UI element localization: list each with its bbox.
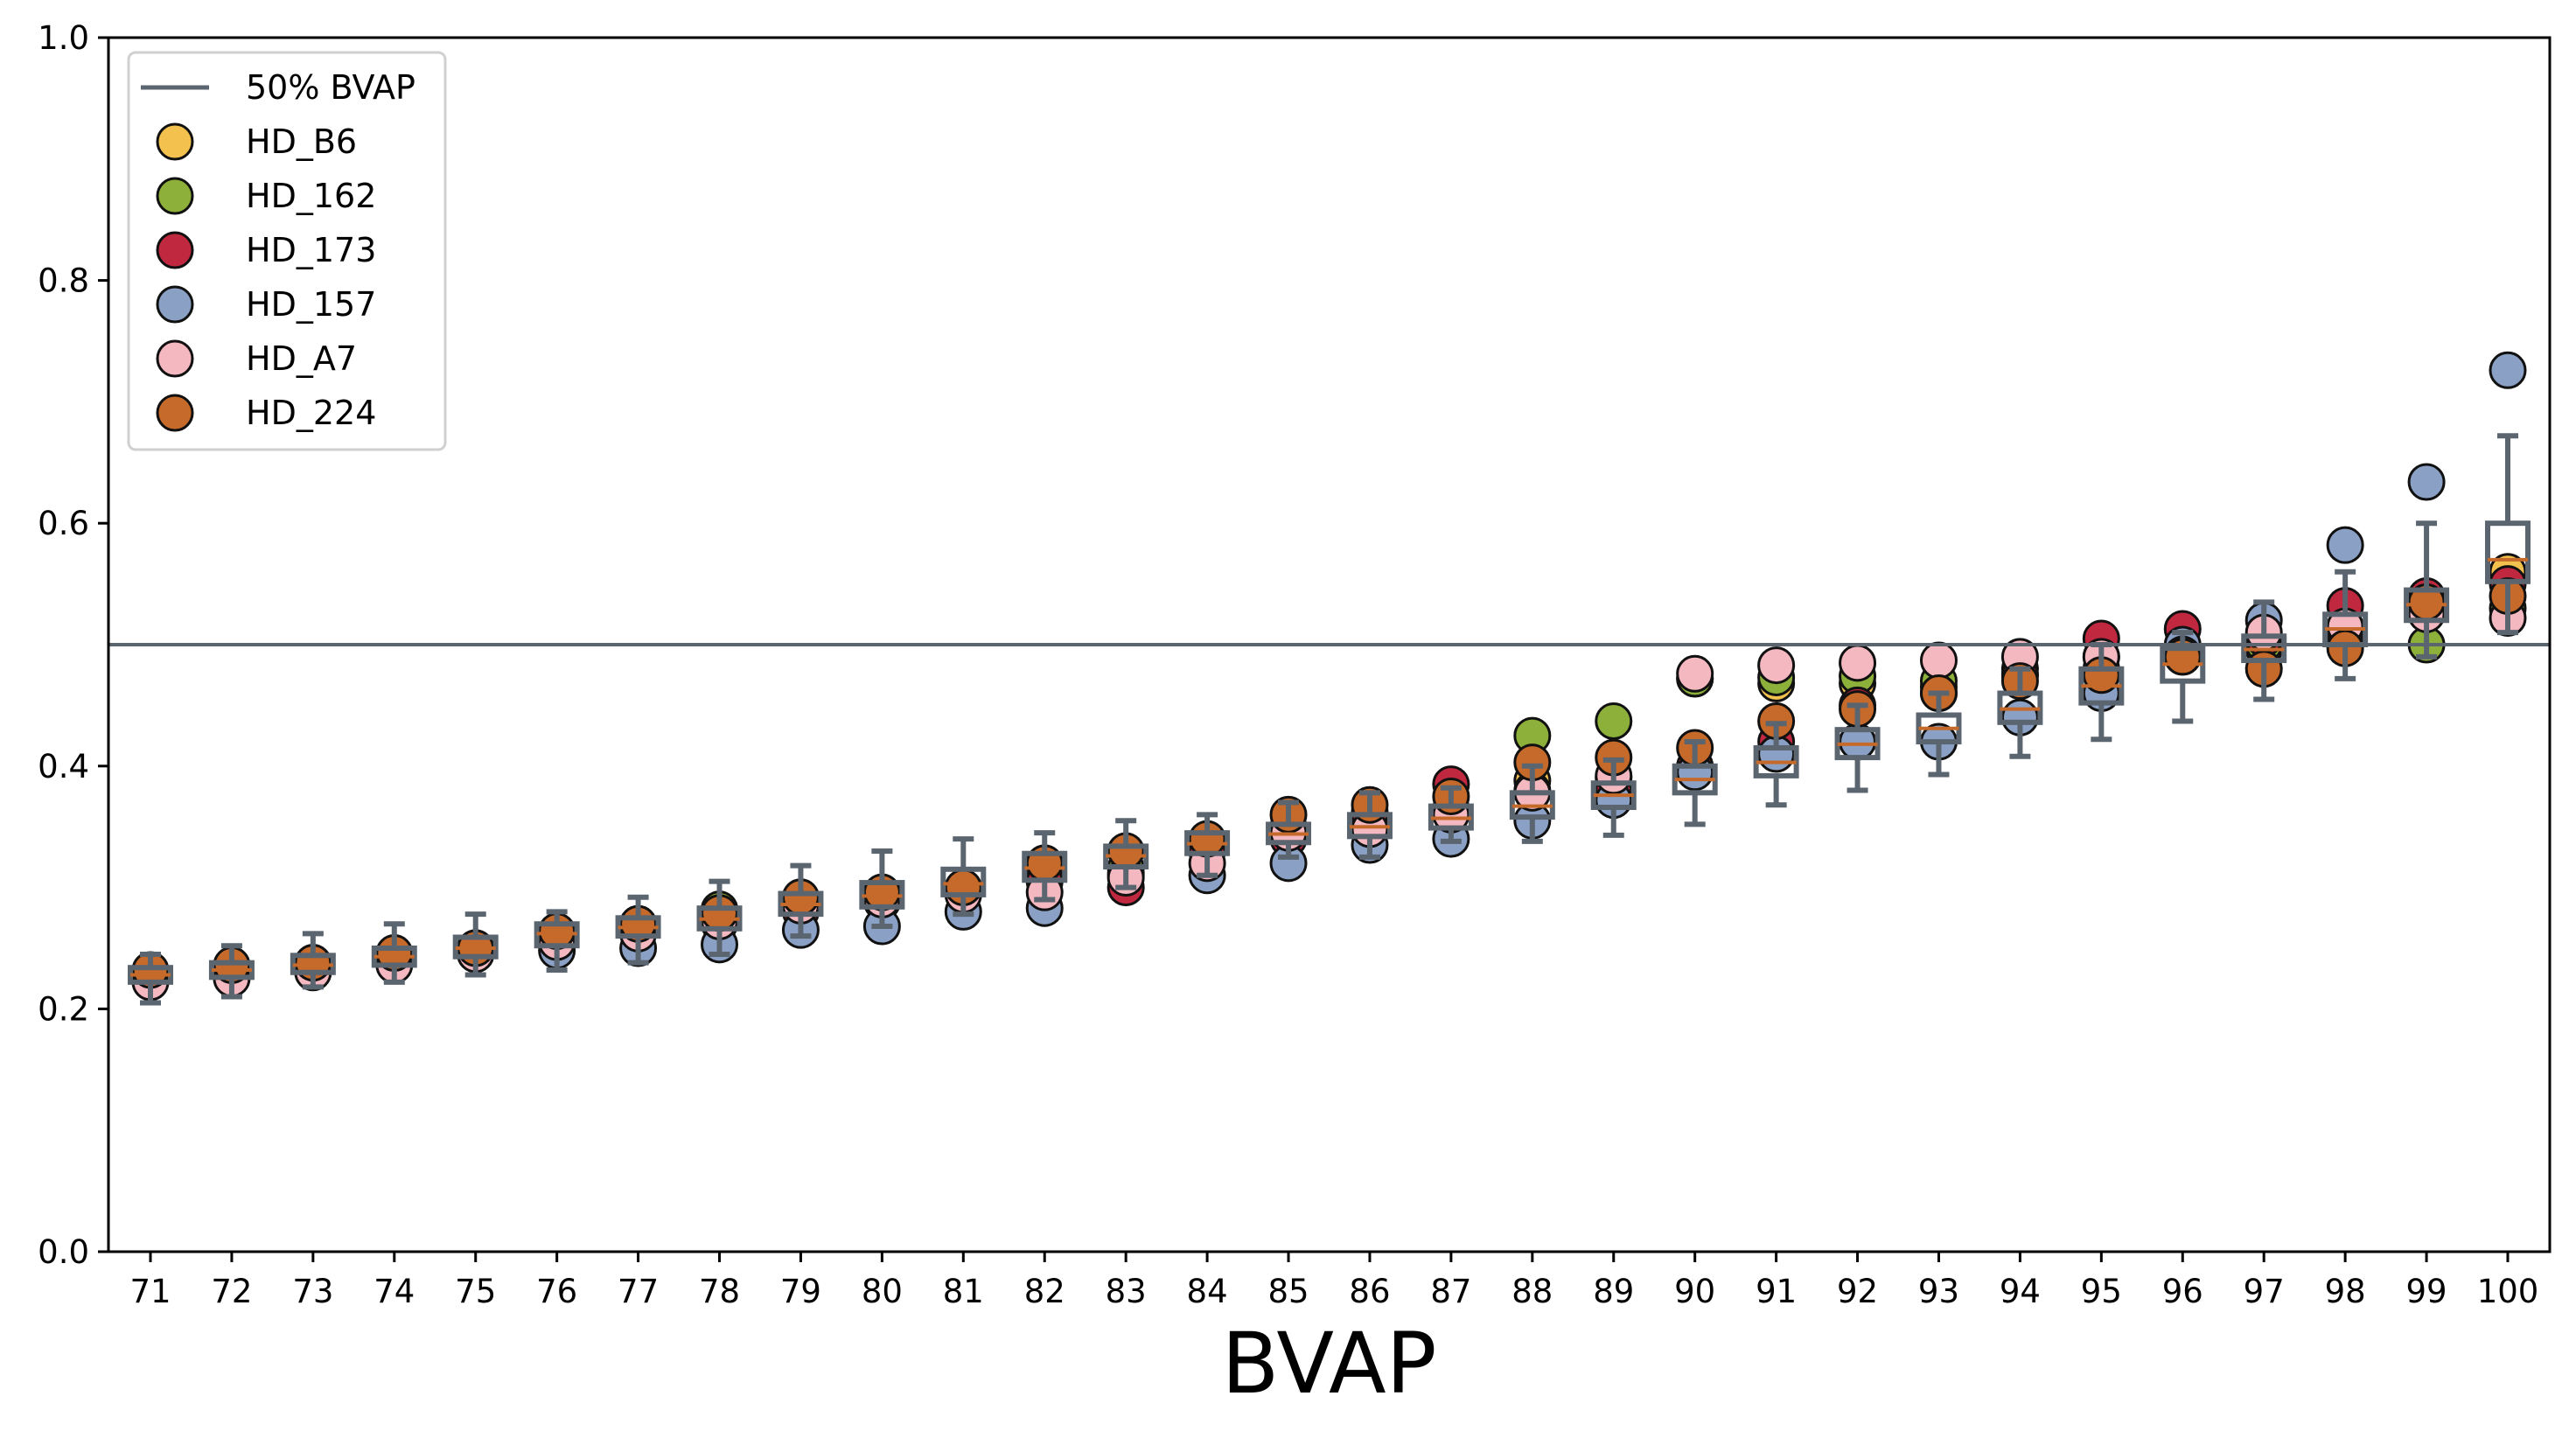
x-tick-label-76: 76 (536, 1273, 577, 1310)
point-hd-a7-92 (1839, 644, 1877, 682)
x-tick-label-89: 89 (1593, 1273, 1634, 1310)
box-81 (940, 866, 987, 897)
x-axis-label: BVAP (1222, 1315, 1437, 1413)
x-tick-label-100: 100 (2477, 1273, 2539, 1310)
x-tick-label-86: 86 (1349, 1273, 1390, 1310)
x-tick-label-95: 95 (2081, 1273, 2122, 1310)
x-tick-label-75: 75 (455, 1273, 496, 1310)
legend-label-reference-line: 50% BVAP (246, 68, 415, 107)
x-tick-label-94: 94 (2000, 1273, 2041, 1310)
x-tick-label-85: 85 (1267, 1273, 1309, 1310)
legend-marker-hd-162 (156, 177, 194, 215)
legend-label-hd-157: HD_157 (246, 285, 376, 324)
x-tick-label-83: 83 (1106, 1273, 1147, 1310)
legend-marker-hd-b6 (156, 122, 194, 161)
legend-label-hd-173: HD_173 (246, 231, 376, 269)
x-tick-label-81: 81 (943, 1273, 984, 1310)
x-tick-label-80: 80 (862, 1273, 903, 1310)
ticks-layer: 0.0 0.2 0.4 0.6 0.8 1.0 71 72 73 74 75 76 77 78 79 80 81… (38, 19, 2538, 1310)
x-tick-label-99: 99 (2406, 1273, 2447, 1310)
point-hd-a7-93 (1919, 641, 1958, 680)
legend-marker-hd-a7 (156, 339, 194, 378)
point-hd-162-89 (1595, 702, 1633, 740)
y-tick-label-0.8: 0.8 (38, 262, 89, 300)
point-hd-a7-91 (1757, 646, 1796, 685)
x-tick-label-79: 79 (780, 1273, 821, 1310)
point-hd-157-98 (2326, 526, 2364, 564)
y-tick-label-0.2: 0.2 (38, 990, 89, 1028)
legend-marker-hd-173 (156, 231, 194, 269)
x-tick-label-96: 96 (2162, 1273, 2203, 1310)
x-tick-label-90: 90 (1674, 1273, 1715, 1310)
x-tick-label-87: 87 (1430, 1273, 1471, 1310)
point-hd-157-99 (2407, 463, 2446, 501)
x-tick-label-84: 84 (1187, 1273, 1228, 1310)
point-hd-157-100 (2489, 351, 2527, 389)
legend-frame (127, 51, 447, 451)
x-tick-label-91: 91 (1756, 1273, 1797, 1310)
x-tick-label-73: 73 (292, 1273, 333, 1310)
legend-marker-hd-157 (156, 285, 194, 324)
x-tick-label-74: 74 (373, 1273, 415, 1310)
legend-label-hd-b6: HD_B6 (246, 122, 357, 161)
x-tick-label-72: 72 (211, 1273, 252, 1310)
y-tick-label-1.0: 1.0 (38, 19, 89, 57)
boxplot-layer (128, 433, 2531, 1006)
x-tick-label-88: 88 (1511, 1273, 1553, 1310)
x-tick-label-93: 93 (1918, 1273, 1959, 1310)
point-hd-a7-90 (1676, 654, 1714, 693)
x-tick-label-98: 98 (2325, 1273, 2366, 1310)
y-tick-label-0.0: 0.0 (38, 1233, 89, 1271)
x-tick-label-71: 71 (129, 1273, 171, 1310)
x-tick-label-92: 92 (1837, 1273, 1878, 1310)
legend-marker-hd-224 (156, 394, 194, 432)
legend: 50% BVAP HD_B6 HD_162 HD_173 HD_157 HD_A7 HD_2… (127, 51, 447, 451)
axes-frame (107, 36, 2552, 1253)
y-tick-label-0.4: 0.4 (38, 748, 89, 785)
x-tick-label-77: 77 (618, 1273, 659, 1310)
x-tick-label-82: 82 (1024, 1273, 1065, 1310)
legend-label-hd-224: HD_224 (246, 394, 376, 432)
y-tick-label-0.6: 0.6 (38, 505, 89, 542)
box-100 (2485, 520, 2531, 584)
axes-frame-layer (107, 36, 2552, 1253)
x-tick-label-97: 97 (2244, 1273, 2285, 1310)
legend-label-hd-162: HD_162 (246, 177, 376, 215)
legend-label-hd-a7: HD_A7 (246, 339, 357, 378)
x-tick-label-78: 78 (699, 1273, 740, 1310)
